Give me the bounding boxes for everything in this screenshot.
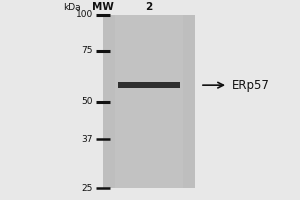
Text: 2: 2 xyxy=(146,2,153,12)
Bar xyxy=(115,15,183,188)
Text: 75: 75 xyxy=(82,46,93,55)
Text: ERp57: ERp57 xyxy=(232,79,270,92)
Bar xyxy=(103,15,195,188)
Text: 100: 100 xyxy=(76,10,93,19)
Text: kDa: kDa xyxy=(63,3,81,12)
Text: 25: 25 xyxy=(82,184,93,193)
Text: 37: 37 xyxy=(82,135,93,144)
Text: 50: 50 xyxy=(82,97,93,106)
Text: MW: MW xyxy=(92,2,114,12)
Bar xyxy=(118,82,180,88)
